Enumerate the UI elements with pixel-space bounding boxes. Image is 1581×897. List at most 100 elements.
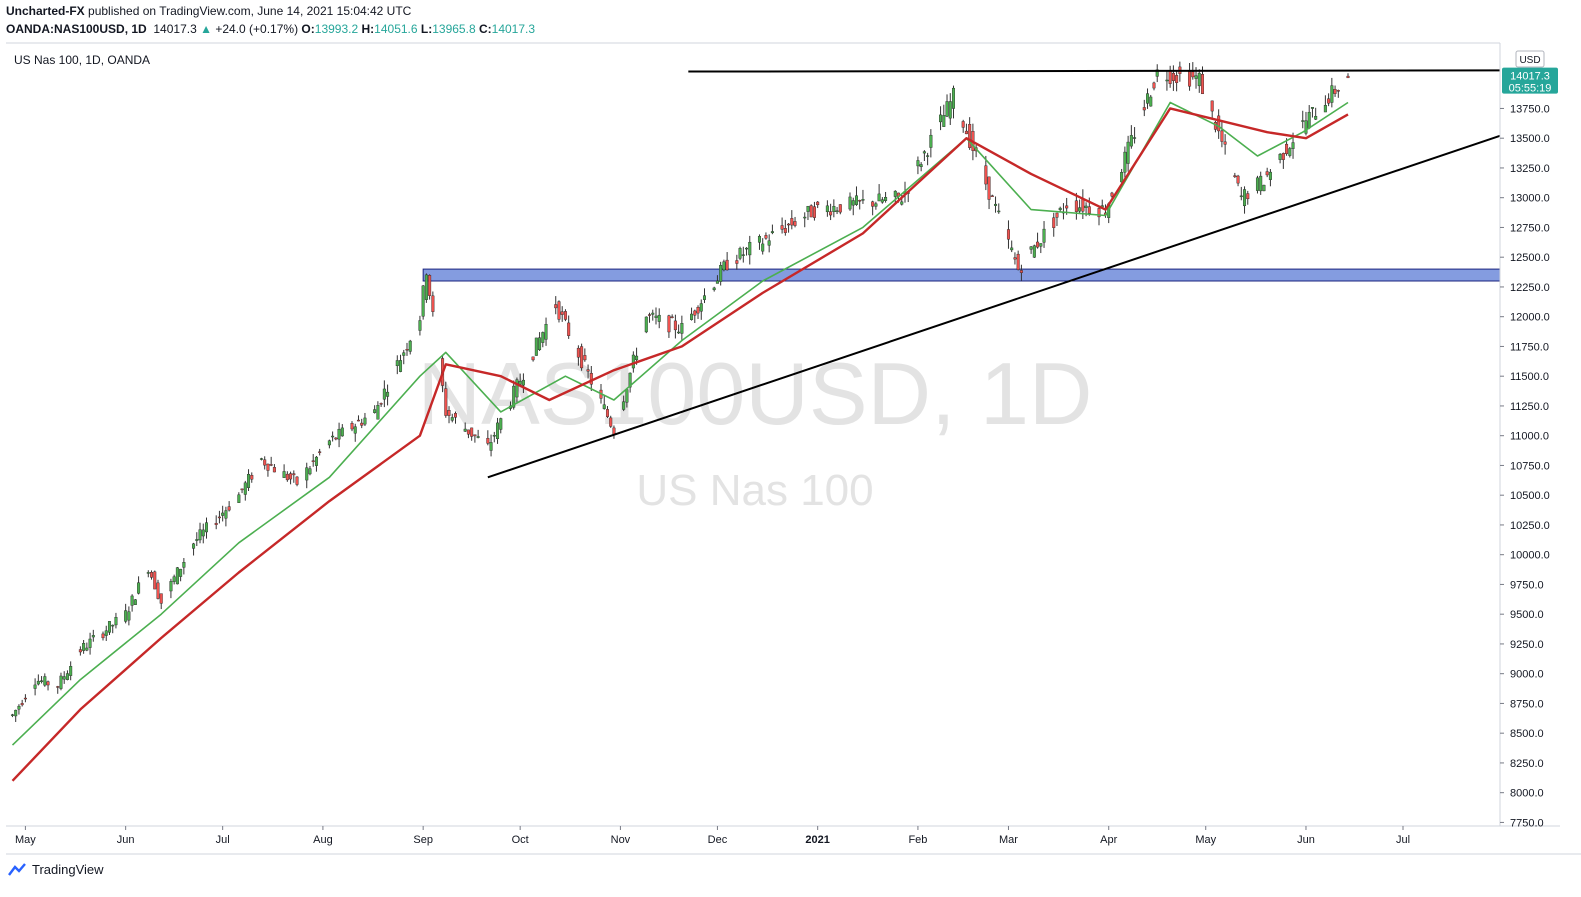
candle-body [631,354,635,369]
candle-body [337,428,341,440]
candle-body [544,323,548,340]
candle-body [386,391,390,397]
candle-body [395,360,399,367]
y-tick-label: 10250.0 [1510,520,1550,532]
tradingview-logo-icon [8,862,26,876]
rising-trendline [487,134,1501,479]
candle-body [1236,175,1240,184]
low-label: L: [420,22,433,36]
candle-body [1032,245,1036,258]
y-tick-label: 13500.0 [1510,133,1550,145]
drawings[interactable] [487,69,1501,479]
candle-body [444,388,448,416]
candle-body [340,427,344,437]
x-tick-label: Nov [611,834,631,846]
candle-body [227,506,231,511]
candle-body [1133,137,1137,139]
candle-body [580,346,584,369]
x-tick-label: Mar [999,834,1018,846]
candle-body [576,347,580,358]
candle-body [554,304,558,309]
candle-body [266,463,270,471]
support-zone[interactable] [422,268,1501,282]
candle-body [877,193,881,202]
candle-body [900,201,904,205]
candle-body [880,199,884,203]
candle-body [85,647,89,651]
last-price: 14017.3 [153,22,197,36]
y-tick-label: 13750.0 [1510,103,1550,115]
candle-body [104,630,108,636]
candle-body [285,473,289,481]
candle-body [1259,175,1263,192]
candle-body [69,666,73,676]
candle-body [1039,243,1043,247]
candle-body [1013,257,1017,260]
candle-body [1052,217,1056,228]
candle-body [793,221,797,226]
publish-info: Uncharted-FX published on TradingView.co… [6,4,411,18]
candle-body [282,471,286,478]
y-tick-label: 12000.0 [1510,312,1550,324]
candle-body [787,223,791,226]
candle-body [150,571,154,578]
candle-body [1146,93,1150,104]
candle-body [1333,89,1337,94]
candle-body [10,714,14,716]
y-tick-label: 11000.0 [1510,431,1549,443]
candle-body [428,275,432,296]
candle-body [88,638,92,648]
candle-body [259,458,263,460]
candle-body [715,280,719,284]
author-name[interactable]: Uncharted-FX [6,4,85,18]
candle-body [318,451,322,453]
price-change: +24.0 (+0.17%) [215,22,299,36]
candle-body [722,261,726,271]
candle-body [1165,79,1169,82]
x-tick-label: May [15,834,36,846]
candle-body [693,310,697,316]
price-tags: 14017.305:55:19 USD [1502,50,1558,95]
candle-body [486,437,490,444]
candle-body [761,243,765,252]
candle-body [421,285,425,317]
candle-body [929,134,933,148]
candle-body [567,322,571,336]
candle-body [496,422,500,439]
candle-body [499,418,503,430]
x-tick-label: Jun [117,834,135,846]
candle-body [272,467,276,473]
candle-body [964,130,968,135]
candle-body [916,160,920,167]
candle-body [738,248,742,259]
candle-body [605,409,609,417]
candle-body [195,539,199,541]
candle-body [1327,98,1331,104]
y-tick-label: 11750.0 [1510,341,1549,353]
candle-body [175,567,179,585]
candle-body [1243,189,1247,207]
candle-body [305,467,309,481]
candle-body [583,355,587,361]
candle-body [812,206,816,218]
price-tag-value: 14017.3 [1510,71,1550,83]
candle-body [1036,241,1040,248]
watermark: NAS100USD, 1D US Nas 100 [418,344,1093,515]
candle-body [518,380,522,385]
candle-body [36,680,40,685]
candle-body [557,301,561,320]
candle-body [1278,153,1282,160]
x-tick-label: Oct [512,834,529,846]
candle-body [1029,246,1033,250]
high-value: 14051.6 [374,22,418,36]
candle-body [1120,172,1124,183]
y-tick-label: 9750.0 [1510,579,1544,591]
candle-body [874,203,878,207]
candle-body [680,323,684,334]
candle-body [201,529,205,537]
candle-body [990,195,994,197]
candle-body [851,200,855,206]
candle-body [748,241,752,256]
candle-body [648,314,652,316]
